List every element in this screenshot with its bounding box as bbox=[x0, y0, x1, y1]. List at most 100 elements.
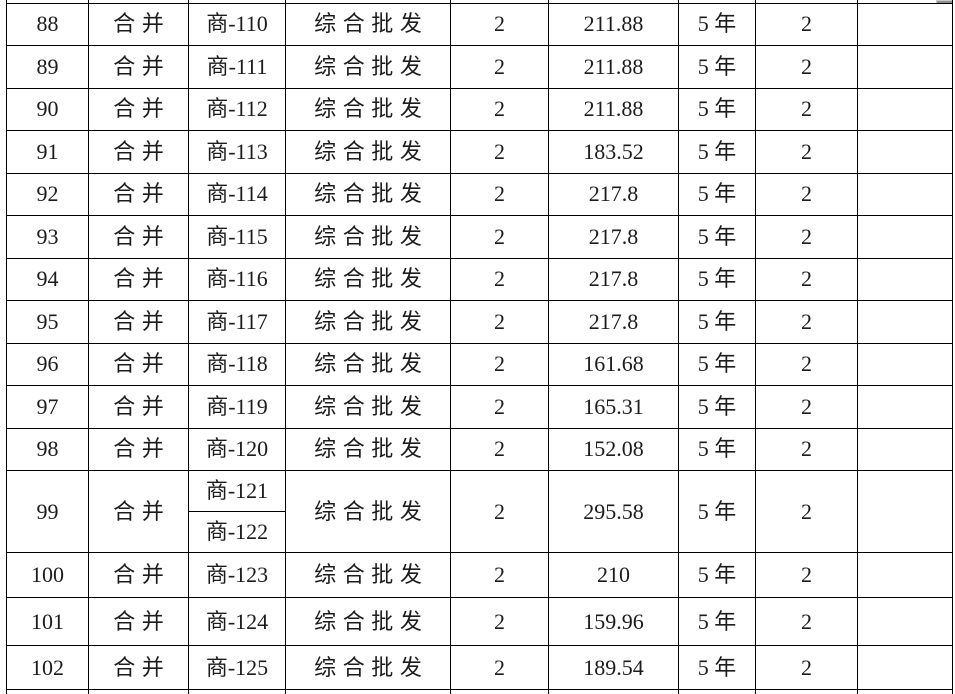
cell-count: 2 bbox=[450, 172, 549, 216]
cell-text: 商-121 bbox=[205, 478, 269, 503]
cell-text: 综合批发 bbox=[314, 393, 429, 419]
cell-term-count: 2 bbox=[755, 45, 858, 89]
cell-term: 5 年 bbox=[678, 215, 756, 259]
cell-term: 5 年 bbox=[678, 257, 756, 301]
cell-text: 5 年 bbox=[697, 393, 737, 419]
cell-text: 211.88 bbox=[583, 96, 644, 122]
cell-amount: 217.8 bbox=[548, 300, 679, 344]
cell-text: 5 年 bbox=[697, 562, 737, 587]
cell-term: 5 年 bbox=[678, 552, 756, 598]
cell-count: 2 bbox=[450, 385, 549, 429]
cell-blank bbox=[857, 552, 953, 598]
cell-unit: 商-113 bbox=[188, 130, 286, 174]
cell-text: 217.8 bbox=[588, 223, 639, 249]
cell-text: 综合批发 bbox=[314, 608, 429, 634]
cell-text: 商-124 bbox=[205, 608, 269, 634]
cell-unit: 商-121 bbox=[188, 470, 286, 512]
cell-text: 2 bbox=[494, 138, 505, 164]
cell-text: 152.08 bbox=[583, 436, 644, 462]
cell-count: 2 bbox=[450, 300, 549, 344]
cell-count: 2 bbox=[450, 257, 549, 301]
cell-text: 5 年 bbox=[697, 436, 737, 462]
cell-text: 2 bbox=[801, 181, 812, 207]
cell-text: 2 bbox=[494, 498, 505, 524]
cell-text: 2 bbox=[494, 266, 505, 292]
table-row: 94 合并 商-116 综合批发 2 217.8 5 年 2 bbox=[6, 257, 953, 301]
cell-blank bbox=[857, 2, 953, 46]
cell-text: 93 bbox=[36, 223, 59, 249]
cell-text: 综合批发 bbox=[314, 181, 429, 207]
cell-seq: 90 bbox=[6, 87, 89, 131]
cell-count: 2 bbox=[450, 470, 549, 553]
cell-text: 2 bbox=[801, 608, 812, 634]
cell-text: 合并 bbox=[113, 266, 171, 292]
cell-text: 商-116 bbox=[206, 266, 268, 292]
cell-seq: 96 bbox=[6, 342, 89, 386]
cell-business: 综合批发 bbox=[285, 470, 451, 553]
cell-blank bbox=[857, 87, 953, 131]
cell-text: 商-119 bbox=[206, 393, 268, 419]
cell-text: 合并 bbox=[113, 351, 171, 377]
cell-merge: 合并 bbox=[88, 470, 189, 553]
cell-text: 合并 bbox=[113, 223, 171, 249]
cell-count: 2 bbox=[450, 645, 549, 690]
cell-term: 5 年 bbox=[678, 597, 756, 646]
cell-text: 2 bbox=[494, 351, 505, 377]
cell-term-count: 2 bbox=[755, 215, 858, 259]
cell-blank bbox=[857, 385, 953, 429]
cell-count: 2 bbox=[450, 597, 549, 646]
table-row: 95 合并 商-117 综合批发 2 217.8 5 年 2 bbox=[6, 300, 953, 344]
cell-blank bbox=[857, 427, 953, 471]
cell-text: 217.8 bbox=[588, 266, 639, 292]
cell-text: 合并 bbox=[113, 11, 171, 37]
cell-business: 综合批发 bbox=[285, 342, 451, 386]
cell-blank bbox=[857, 300, 953, 344]
cell-text: 159.96 bbox=[583, 608, 644, 634]
cell-term-count: 2 bbox=[755, 470, 858, 553]
cell-business: 综合批发 bbox=[285, 552, 451, 598]
cell-unit: 商-118 bbox=[188, 342, 286, 386]
cell-text: 商-122 bbox=[205, 519, 269, 544]
cell-amount: 159.96 bbox=[548, 597, 679, 646]
partial-cell bbox=[548, 689, 679, 694]
table-row: 96 合并 商-118 综合批发 2 161.68 5 年 2 bbox=[6, 342, 953, 386]
cell-text: 5 年 bbox=[697, 96, 737, 122]
cell-merge: 合并 bbox=[88, 427, 189, 471]
cell-text: 综合批发 bbox=[314, 11, 429, 37]
cell-text: 合并 bbox=[113, 608, 171, 634]
cell-unit: 商-115 bbox=[188, 215, 286, 259]
cell-text: 100 bbox=[31, 562, 64, 587]
cell-term: 5 年 bbox=[678, 45, 756, 89]
cell-blank bbox=[857, 597, 953, 646]
cell-merge: 合并 bbox=[88, 645, 189, 690]
cell-term-count: 2 bbox=[755, 130, 858, 174]
cell-text: 2 bbox=[494, 96, 505, 122]
cell-text: 91 bbox=[36, 138, 59, 164]
cell-seq: 97 bbox=[6, 385, 89, 429]
cell-unit: 商-117 bbox=[188, 300, 286, 344]
cell-text: 2 bbox=[494, 608, 505, 634]
cell-unit: 商-110 bbox=[188, 2, 286, 46]
cell-text: 5 年 bbox=[697, 223, 737, 249]
cell-term: 5 年 bbox=[678, 130, 756, 174]
cell-count: 2 bbox=[450, 87, 549, 131]
cell-blank bbox=[857, 45, 953, 89]
cell-term: 5 年 bbox=[678, 300, 756, 344]
table-body: 88 合并 商-110 综合批发 2 211.88 5 年 2 89 合并 商-111 综合批发 2 21… bbox=[6, 0, 953, 694]
cell-text: 88 bbox=[36, 11, 59, 37]
cell-count: 2 bbox=[450, 2, 549, 46]
cell-count: 2 bbox=[450, 427, 549, 471]
cell-count: 2 bbox=[450, 45, 549, 89]
cell-text: 综合批发 bbox=[314, 654, 429, 680]
cell-text: 2 bbox=[494, 308, 505, 334]
cell-text: 商-123 bbox=[205, 562, 269, 587]
cell-term-count: 2 bbox=[755, 385, 858, 429]
cell-text: 90 bbox=[36, 96, 59, 122]
cell-text: 合并 bbox=[113, 308, 171, 334]
cell-text: 98 bbox=[36, 436, 59, 462]
cell-text: 2 bbox=[494, 562, 505, 587]
cell-text: 商-110 bbox=[206, 11, 268, 37]
cell-text: 5 年 bbox=[697, 11, 737, 37]
cell-text: 2 bbox=[494, 53, 505, 79]
